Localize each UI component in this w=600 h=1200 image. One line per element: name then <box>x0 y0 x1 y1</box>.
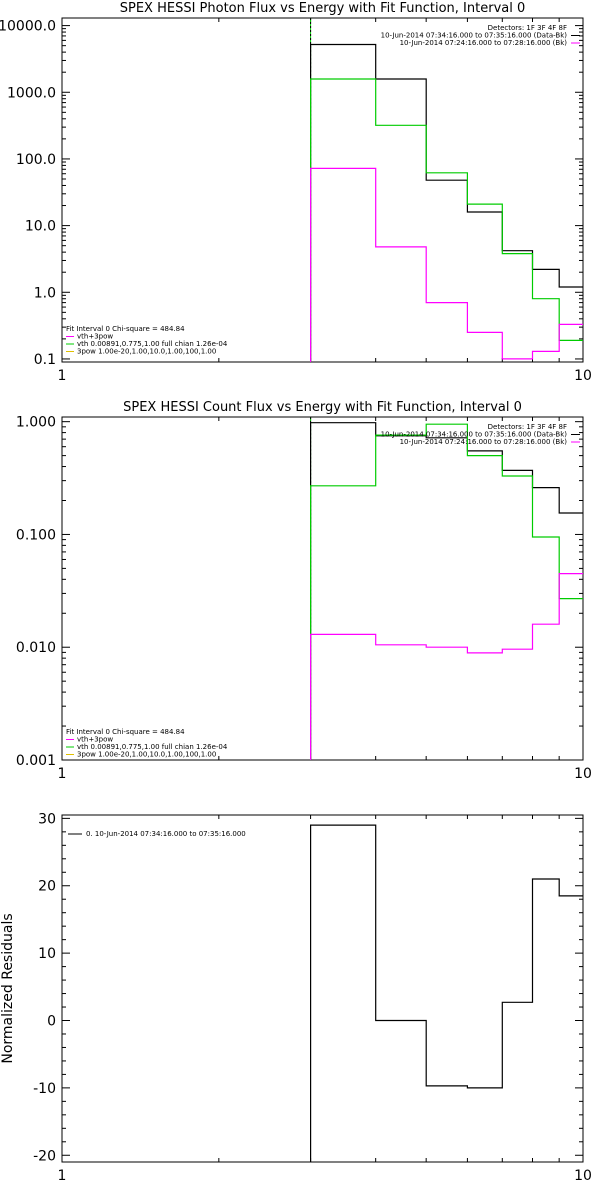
y-tick-label: 0.100 <box>16 527 56 543</box>
plot-frame <box>61 17 584 363</box>
histogram-series-3 <box>310 167 583 362</box>
legend-entry: Detectors: 1F 3F 4F 8F <box>488 24 567 32</box>
chart-title: SPEX HESSI Count Flux vs Energy with Fit… <box>123 400 522 415</box>
y-tick-label: -10 <box>33 1081 56 1097</box>
legend-entry: 0. 10-Jun-2014 07:34:16.000 to 07:35:16.… <box>86 830 246 838</box>
legend-entry: 3pow 1.00e-20,1.00,10.0,1.00,100,1.00 <box>77 348 216 356</box>
y-tick-label: 10000.0 <box>0 19 56 35</box>
legend-entry: vth 0.00891,0.775,1.00 full chian 1.26e-… <box>77 743 228 751</box>
y-tick-label: 100.0 <box>16 152 56 168</box>
legend-entry: 10-Jun-2014 07:34:16.000 to 07:35:16.000… <box>381 32 568 40</box>
y-tick-label: 0.001 <box>16 753 56 769</box>
histogram-series-2 <box>310 78 583 362</box>
y-tick-label: 10 <box>38 946 56 962</box>
histogram-series-1 <box>310 43 583 362</box>
legend-entry: vth+3pow <box>77 736 113 744</box>
x-tick-label: 10 <box>574 1168 592 1184</box>
plot-frame <box>61 416 584 761</box>
histogram-series-2 <box>310 423 583 760</box>
x-tick-label: 1 <box>58 1168 67 1184</box>
histogram-series-1 <box>310 422 583 760</box>
legend-entry: 3pow 1.00e-20,1.00,10.0,1.00,100,1.00 <box>77 751 216 759</box>
y-tick-label: 10.0 <box>25 219 56 235</box>
y-tick-label: 0.010 <box>16 640 56 656</box>
y-axis-label: Normalized Residuals <box>0 913 16 1063</box>
chart-panel-3: 30 20 10 0 -10 -201 10 Normalized Residuals 0. 1… <box>0 811 592 1184</box>
x-tick-label: 10 <box>574 368 592 384</box>
y-tick-label: 30 <box>38 811 56 827</box>
chart-panel-1: SPEX HESSI Photon Flux vs Energy with Fi… <box>0 1 592 384</box>
legend-entry: vth+3pow <box>77 333 113 341</box>
plot-frame <box>61 814 584 1163</box>
legend-entry: 10-Jun-2014 07:24:16.000 to 07:28:16.000… <box>400 39 568 47</box>
legend-entry: 10-Jun-2014 07:24:16.000 to 07:28:16.000… <box>400 438 568 446</box>
y-tick-label: 1.0 <box>34 285 56 301</box>
legend-entry: 10-Jun-2014 07:34:16.000 to 07:35:16.000… <box>381 431 568 439</box>
legend-entry: Fit Interval 0 Chi-square = 484.84 <box>66 728 185 736</box>
y-tick-label: 0.1 <box>34 352 56 368</box>
chart-title: SPEX HESSI Photon Flux vs Energy with Fi… <box>120 1 526 16</box>
histogram-series-3 <box>310 573 583 760</box>
y-tick-label: 1000.0 <box>7 85 56 101</box>
legend-entry: Detectors: 1F 3F 4F 8F <box>488 423 567 431</box>
y-tick-label: 1.000 <box>16 415 56 431</box>
legend-entry: Fit Interval 0 Chi-square = 484.84 <box>66 325 185 333</box>
y-tick-label: -20 <box>33 1148 56 1164</box>
x-tick-label: 1 <box>58 368 67 384</box>
chart-panel-2: SPEX HESSI Count Flux vs Energy with Fit… <box>16 400 592 782</box>
histogram-series-1 <box>310 824 583 1162</box>
y-tick-label: 0 <box>47 1014 56 1030</box>
y-tick-label: 20 <box>38 879 56 895</box>
x-tick-label: 1 <box>58 766 67 782</box>
x-tick-label: 10 <box>574 766 592 782</box>
legend-entry: vth 0.00891,0.775,1.00 full chian 1.26e-… <box>77 340 228 348</box>
